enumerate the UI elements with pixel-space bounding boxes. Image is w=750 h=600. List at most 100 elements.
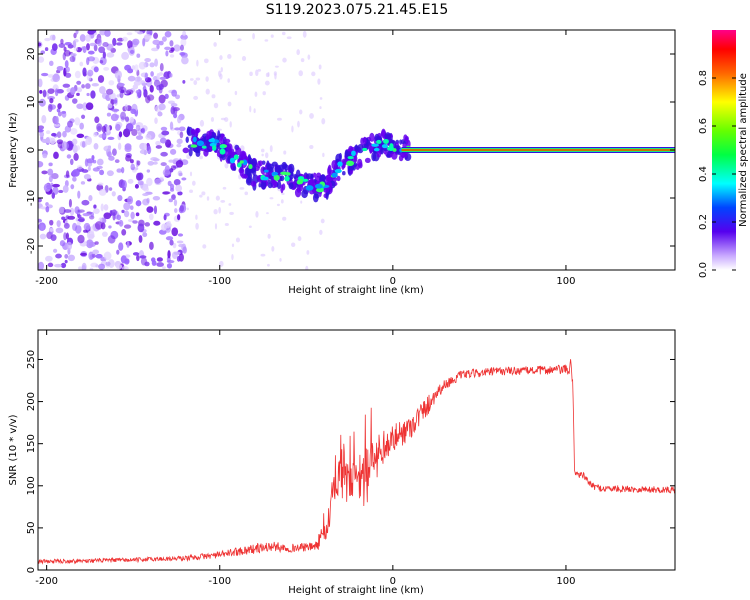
noise-blob (58, 189, 64, 194)
noise-blob (116, 168, 122, 173)
noise-blob (155, 145, 162, 149)
noise-blob (39, 233, 47, 240)
noise-blob (191, 180, 196, 186)
noise-blob (181, 56, 189, 65)
noise-blob (57, 111, 62, 117)
colorbar-tick-label: 0.8 (698, 70, 709, 86)
noise-blob (130, 163, 136, 171)
noise-blob (261, 153, 264, 157)
tone-peak (383, 138, 389, 144)
noise-blob (108, 225, 112, 229)
noise-blob (85, 83, 91, 89)
noise-blob (127, 178, 134, 184)
tone-peak (337, 161, 343, 167)
noise-blob (168, 159, 174, 163)
noise-blob (142, 198, 150, 206)
noise-blob (146, 206, 154, 213)
noise-blob (291, 242, 296, 248)
noise-blob (144, 33, 152, 40)
noise-blob (73, 32, 77, 39)
noise-blob (41, 115, 47, 124)
noise-blob (276, 203, 280, 207)
noise-blob (103, 204, 109, 211)
noise-blob (74, 117, 81, 126)
noise-blob (273, 71, 277, 76)
tone-blob (271, 161, 278, 167)
noise-blob (86, 57, 90, 66)
noise-blob (67, 44, 74, 49)
tone-peak (305, 185, 314, 191)
noise-blob (67, 254, 76, 262)
x-tick-label: 0 (390, 276, 396, 287)
noise-blob (297, 236, 302, 242)
noise-blob (130, 108, 137, 115)
noise-blob (117, 194, 123, 202)
noise-blob (123, 202, 131, 211)
noise-blob (41, 138, 49, 143)
noise-blob (144, 58, 151, 63)
noise-blob (85, 34, 91, 42)
noise-blob (126, 241, 130, 248)
noise-blob (154, 58, 158, 67)
noise-blob (83, 173, 91, 180)
noise-blob (125, 154, 132, 162)
y-tick-label: 0 (26, 567, 37, 573)
tone-peak (284, 175, 290, 182)
tone-blob (266, 160, 270, 171)
noise-blob (195, 222, 199, 230)
noise-blob (176, 240, 184, 244)
tone-blob (305, 173, 313, 180)
noise-blob (160, 151, 168, 157)
noise-blob (112, 37, 117, 47)
tone-blob (194, 148, 201, 154)
noise-blob (70, 128, 78, 135)
noise-blob (146, 145, 152, 155)
noise-blob (99, 60, 104, 64)
noise-blob (131, 65, 136, 70)
tone-blob (344, 151, 352, 156)
tone-blob (185, 136, 189, 143)
noise-blob (98, 46, 106, 54)
noise-blob (149, 241, 154, 251)
noise-blob (77, 209, 85, 213)
tone-peak (271, 171, 279, 176)
noise-blob (72, 176, 77, 182)
colorbar-ticks: 0.0 0.2 0.4 0.6 0.8 (698, 70, 736, 278)
noise-blob (152, 196, 161, 201)
tone-blob (247, 172, 253, 180)
noise-blob (127, 75, 136, 82)
noise-blob (55, 253, 62, 259)
tone-peak (388, 145, 394, 152)
noise-blob (135, 124, 141, 132)
noise-blob (40, 206, 48, 210)
noise-blob (170, 103, 178, 107)
noise-blob (42, 153, 48, 159)
noise-blob (116, 214, 122, 221)
noise-blob (267, 233, 271, 239)
noise-blob (120, 255, 127, 264)
noise-blob (47, 95, 56, 100)
noise-blob (241, 56, 247, 61)
noise-blob (177, 115, 182, 124)
noise-blob (171, 194, 176, 201)
noise-blob (153, 220, 161, 226)
noise-blob (58, 206, 65, 214)
tone-blob (342, 171, 346, 176)
noise-blob (82, 67, 87, 77)
noise-blob (274, 65, 279, 68)
noise-blob (82, 45, 87, 54)
tone-peak (351, 150, 356, 157)
noise-blob (86, 158, 95, 164)
noise-blob (83, 229, 88, 233)
noise-blob (129, 49, 135, 55)
tone-peak (233, 154, 239, 160)
noise-blob (176, 143, 182, 148)
noise-blob (172, 242, 177, 249)
tone-peak (373, 147, 380, 152)
tone-peak (284, 172, 291, 176)
noise-blob (81, 141, 86, 148)
noise-blob (177, 214, 181, 221)
noise-blob (182, 246, 187, 254)
noise-blob (143, 142, 148, 152)
noise-blob (307, 54, 311, 60)
